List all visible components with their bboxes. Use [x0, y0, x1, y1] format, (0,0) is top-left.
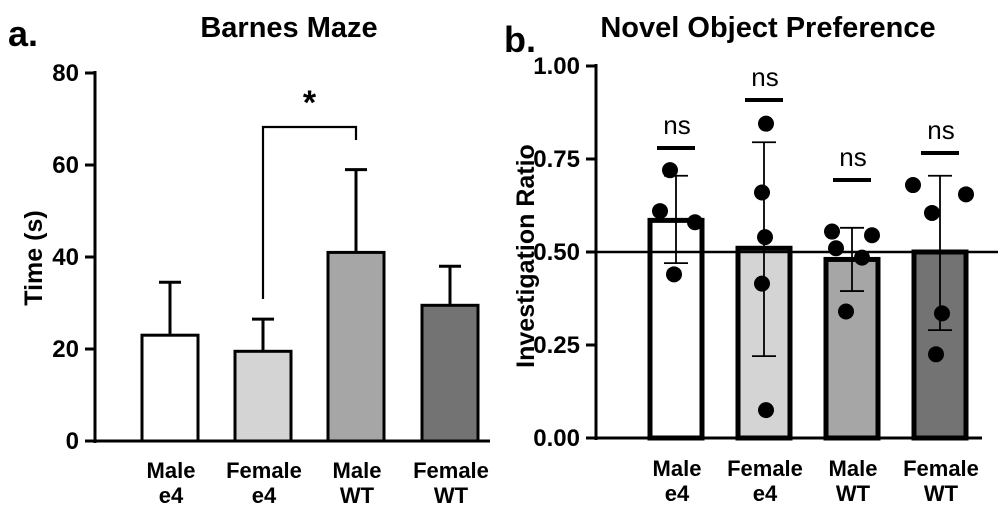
data-point — [828, 240, 844, 257]
x-category-label: Male — [829, 456, 878, 481]
y-tick-label: 60 — [52, 152, 79, 179]
data-point — [924, 204, 940, 221]
panel-b: b. Novel Object Preference Investigation… — [504, 12, 998, 506]
data-point — [824, 223, 840, 240]
data-point — [758, 115, 774, 132]
x-category-label: Male — [333, 458, 382, 483]
x-category-label: WT — [836, 481, 871, 506]
data-point — [687, 214, 703, 231]
y-tick-label: 0.50 — [533, 239, 580, 266]
panel-b-plot: nsnsnsns0.000.250.500.751.00Malee4Female… — [533, 53, 998, 506]
panel-a: a. Barnes Maze Time (s) 020406080Malee4F… — [8, 12, 490, 508]
y-tick-label: 0 — [66, 428, 79, 455]
x-category-label: e4 — [252, 483, 277, 508]
significance-label: ns — [663, 110, 690, 140]
x-category-label: WT — [340, 483, 375, 508]
x-category-label: Female — [727, 456, 803, 481]
bar — [233, 349, 293, 443]
data-point — [757, 229, 773, 246]
x-category-label: WT — [434, 483, 469, 508]
x-category-label: e4 — [665, 481, 690, 506]
data-point — [958, 186, 974, 203]
significance-bracket — [261, 125, 358, 299]
data-point — [754, 184, 770, 201]
x-category-label: Male — [653, 456, 702, 481]
x-category-label: e4 — [753, 481, 778, 506]
y-tick-label: 40 — [52, 244, 79, 271]
y-tick-label: 0.75 — [533, 146, 580, 173]
data-point — [666, 266, 682, 283]
data-point — [864, 227, 880, 244]
significance-label: ns — [751, 62, 778, 92]
panel-a-letter: a. — [8, 13, 38, 54]
significance-label: ns — [839, 142, 866, 172]
y-tick-label: 80 — [52, 60, 79, 87]
data-point — [758, 402, 774, 419]
bar — [326, 250, 386, 443]
x-category-label: e4 — [159, 483, 184, 508]
panel-b-y-axis-label: Investigation Ratio — [512, 144, 540, 368]
data-point — [934, 305, 950, 322]
y-tick-label: 20 — [52, 336, 79, 363]
x-category-label: Female — [413, 458, 489, 483]
data-point — [754, 275, 770, 292]
data-point — [652, 203, 668, 220]
data-point — [905, 177, 921, 194]
panel-a-y-axis-label: Time (s) — [20, 210, 48, 305]
data-point — [662, 162, 678, 179]
panel-b-letter: b. — [504, 19, 536, 60]
data-point — [928, 346, 944, 363]
panel-b-title: Novel Object Preference — [600, 12, 935, 44]
bar — [140, 333, 200, 443]
significance-marker: * — [303, 84, 317, 122]
x-category-label: Male — [147, 458, 196, 483]
bar — [420, 303, 480, 443]
x-category-label: WT — [924, 481, 959, 506]
y-tick-label: 1.00 — [533, 53, 580, 80]
data-point — [854, 249, 870, 266]
data-point — [838, 303, 854, 320]
significance-label: ns — [927, 115, 954, 145]
panel-a-title: Barnes Maze — [200, 12, 377, 44]
y-tick-label: 0.00 — [533, 425, 580, 452]
y-tick-label: 0.25 — [533, 332, 580, 359]
x-category-label: Female — [226, 458, 302, 483]
x-category-label: Female — [903, 456, 979, 481]
